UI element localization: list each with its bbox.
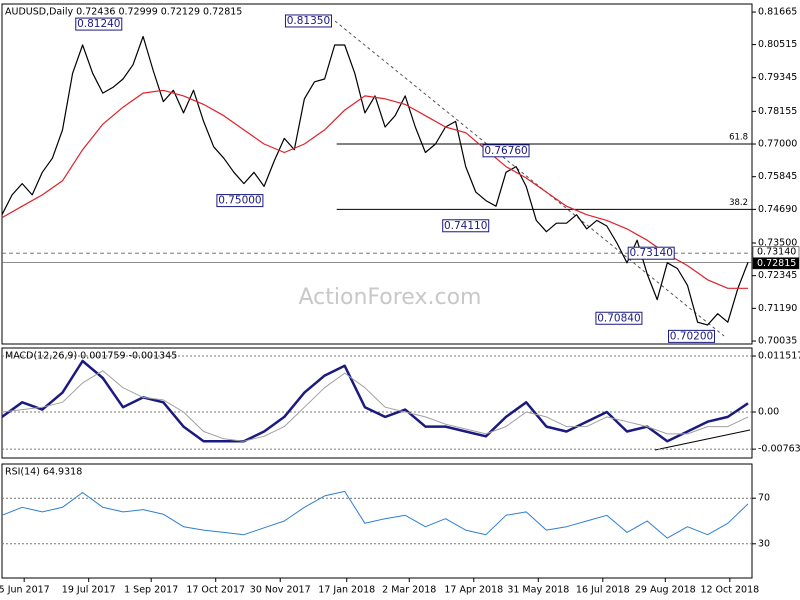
y-tick-label: -0.007634 <box>758 444 800 455</box>
y-tick-label: 0.71190 <box>758 303 797 314</box>
annotation-box <box>482 144 530 158</box>
annotation-box <box>627 246 675 260</box>
y-tick-label: 0.81665 <box>758 7 797 18</box>
annotation-box <box>284 14 332 28</box>
annotation-label: 0.81240 <box>77 18 120 30</box>
annotation-box <box>668 329 716 343</box>
y-tick-label: 0.77000 <box>758 139 797 150</box>
y-tick-label: 0.78155 <box>758 106 797 117</box>
annotation-label: 0.74110 <box>444 220 487 232</box>
y-tick-label: 0.74690 <box>758 204 797 215</box>
y-tick-label: 0.75845 <box>758 171 797 182</box>
price-marker-label: 0.73140 <box>757 247 796 258</box>
annotation-box <box>595 311 643 325</box>
panel-frame <box>1 3 753 345</box>
x-tick-label: 30 Nov 2017 <box>250 585 311 596</box>
series-line <box>1 359 749 443</box>
y-tick-label: 0.80515 <box>758 39 797 50</box>
x-tick-label: 17 Jan 2018 <box>318 585 375 596</box>
level-label: 38.2 <box>729 198 748 208</box>
annotation-box <box>216 194 264 208</box>
annotation-label: 0.73140 <box>629 247 672 259</box>
price-marker <box>752 257 800 270</box>
annotation-label: 0.76760 <box>484 145 527 157</box>
annotation-box <box>75 17 123 31</box>
series-line <box>1 370 749 442</box>
x-tick-label: 1 Sep 2017 <box>124 585 178 596</box>
x-tick-label: 17 Apr 2018 <box>444 585 503 596</box>
annotation-box <box>442 219 490 233</box>
level-label: 61.8 <box>729 133 748 143</box>
x-tick-label: 31 May 2018 <box>507 585 569 596</box>
panel-title: MACD(12,26,9) 0.001759 -0.001345 <box>5 351 177 362</box>
x-tick-label: 12 Oct 2018 <box>700 585 759 596</box>
annotation-label: 0.75000 <box>218 195 261 207</box>
panel-title: AUDUSD,Daily 0.72436 0.72999 0.72129 0.7… <box>5 7 242 18</box>
support-line <box>654 429 751 451</box>
y-tick-label: 0.73500 <box>758 238 797 249</box>
x-tick-label: 16 Jul 2018 <box>576 585 630 596</box>
x-tick-label: 19 Jul 2017 <box>62 585 116 596</box>
annotation-label: 0.70840 <box>597 312 640 324</box>
x-tick-label: 17 Oct 2017 <box>186 585 245 596</box>
x-tick-label: 2 Mar 2018 <box>382 585 436 596</box>
y-tick-label: 0.79345 <box>758 72 797 83</box>
x-tick-label: 5 Jun 2017 <box>0 585 50 596</box>
price-marker-label: 0.72815 <box>757 258 796 269</box>
series-line <box>1 490 749 539</box>
y-tick-label: 0.00 <box>758 407 779 418</box>
annotation-label: 0.81350 <box>287 15 330 27</box>
y-tick-label: 0.70035 <box>758 336 797 347</box>
series-line <box>1 89 748 289</box>
panel-title: RSI(14) 64.9318 <box>5 467 82 478</box>
x-tick-label: 29 Aug 2018 <box>635 585 696 596</box>
y-tick-label: 30 <box>758 538 770 549</box>
annotation-label: 0.70200 <box>670 330 713 342</box>
watermark: ActionForex.com <box>299 285 482 310</box>
y-tick-label: 0.72345 <box>758 270 797 281</box>
series-line <box>1 35 749 326</box>
y-tick-label: 0.011517 <box>758 351 800 362</box>
y-tick-label: 70 <box>758 493 770 504</box>
panel-frame <box>1 463 753 579</box>
panel-frame <box>1 347 753 459</box>
